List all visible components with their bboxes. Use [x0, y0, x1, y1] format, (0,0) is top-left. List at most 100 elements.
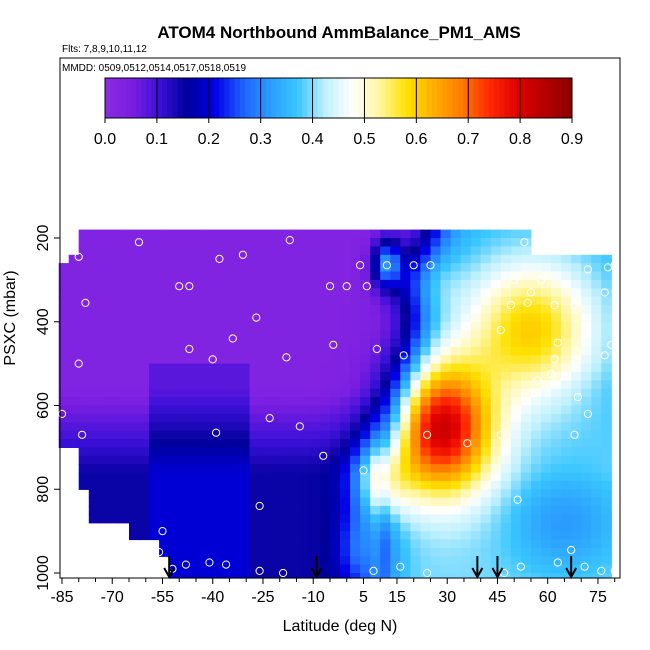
sample-point [78, 491, 87, 500]
heatmap-cell [340, 405, 351, 415]
heatmap-cell [159, 405, 170, 415]
heatmap-cell [319, 439, 331, 448]
heatmap-cell [571, 380, 582, 390]
heatmap-cell [149, 447, 160, 457]
heatmap-cell [279, 254, 291, 264]
heatmap-cell [249, 388, 261, 398]
flights-label: Flts: 7,8,9,10,11,12 [62, 44, 147, 55]
heatmap-cell [229, 305, 241, 314]
heatmap-cell [199, 397, 210, 407]
heatmap-cell [249, 271, 261, 281]
heatmap-cell [259, 472, 271, 482]
heatmap-cell [289, 547, 301, 557]
heatmap-cell [400, 305, 411, 314]
heatmap-cell [410, 246, 421, 256]
heatmap-cell [88, 397, 100, 407]
heatmap-cell [531, 263, 542, 273]
arrow-head [491, 567, 504, 580]
colorbar-segment [151, 78, 158, 118]
colorbar-segment [156, 78, 163, 118]
heatmap-cell [561, 330, 572, 340]
heatmap-cell [199, 388, 210, 398]
heatmap-cell [340, 472, 351, 482]
heatmap-cell [380, 346, 391, 356]
heatmap-cell [490, 330, 502, 340]
heatmap-cell [541, 447, 552, 457]
heatmap-cell [340, 564, 351, 574]
heatmap-cell [350, 254, 361, 264]
heatmap-cell [551, 573, 562, 579]
heatmap-cell [561, 422, 572, 432]
heatmap-cell [440, 346, 452, 356]
heatmap-cell [470, 397, 482, 407]
heatmap-cell [480, 439, 492, 448]
heatmap-cell [380, 564, 391, 574]
heatmap-cell [319, 430, 331, 440]
heatmap-cell [319, 296, 331, 306]
heatmap-cell [88, 506, 100, 515]
heatmap-cell [380, 380, 391, 390]
heatmap-cell [129, 514, 140, 524]
heatmap-cell [289, 413, 301, 423]
heatmap-cell [179, 263, 190, 273]
heatmap-cell [199, 229, 210, 239]
heatmap-cell [259, 380, 271, 390]
heatmap-cell [340, 346, 351, 356]
heatmap-cell [541, 514, 552, 524]
heatmap-cell [410, 330, 421, 340]
heatmap-cell [490, 413, 502, 423]
sample-point [597, 566, 606, 576]
heatmap-cell [551, 355, 562, 365]
heatmap-cell [510, 573, 522, 579]
sample-point [285, 236, 294, 245]
heatmap-cell [98, 489, 110, 499]
heatmap-cell [591, 422, 602, 432]
heatmap-cell [249, 497, 261, 507]
heatmap-cell [531, 489, 542, 499]
heatmap-cell [440, 246, 452, 256]
heatmap-cell [149, 279, 160, 289]
heatmap-cell [189, 238, 200, 247]
heatmap-cell [199, 238, 210, 247]
heatmap-cell [279, 355, 291, 365]
heatmap-cell [561, 547, 572, 557]
sample-point [496, 326, 505, 335]
heatmap-cell [360, 547, 371, 557]
heatmap-cell [78, 439, 90, 448]
heatmap-cell [470, 497, 482, 507]
heatmap-cell [430, 405, 442, 415]
heatmap-cell [98, 388, 110, 398]
heatmap-cell [118, 254, 130, 264]
heatmap-cell [541, 531, 552, 541]
heatmap-cell [299, 296, 311, 306]
heatmap-cell [229, 338, 241, 348]
heatmap-cell [239, 522, 251, 532]
heatmap-cell [118, 238, 130, 247]
heatmap-cell [219, 422, 230, 432]
heatmap-cell [179, 564, 190, 574]
heatmap-cell [601, 522, 612, 532]
heatmap-cell [551, 413, 562, 423]
heatmap-cell [98, 305, 110, 314]
heatmap-cell [299, 489, 311, 499]
heatmap-cell [209, 229, 220, 239]
heatmap-cell [440, 480, 452, 490]
heatmap-cell [370, 531, 381, 541]
heatmap-cell [350, 321, 361, 331]
heatmap-cell [480, 464, 492, 474]
heatmap-cell [340, 338, 351, 348]
heatmap-cell [520, 455, 532, 465]
heatmap-cell [309, 372, 321, 381]
heatmap-cell [591, 539, 602, 549]
heatmap-cell [490, 271, 502, 281]
heatmap-cell [350, 305, 361, 314]
heatmap-cell [199, 263, 210, 273]
heatmap-cell [470, 246, 482, 256]
heatmap-cell [58, 305, 70, 314]
heatmap-cell [129, 405, 140, 415]
heatmap-cell [340, 430, 351, 440]
heatmap-cell [390, 556, 401, 566]
heatmap-cell [179, 271, 190, 281]
heatmap-cell [309, 271, 321, 281]
heatmap-cell [470, 455, 482, 465]
